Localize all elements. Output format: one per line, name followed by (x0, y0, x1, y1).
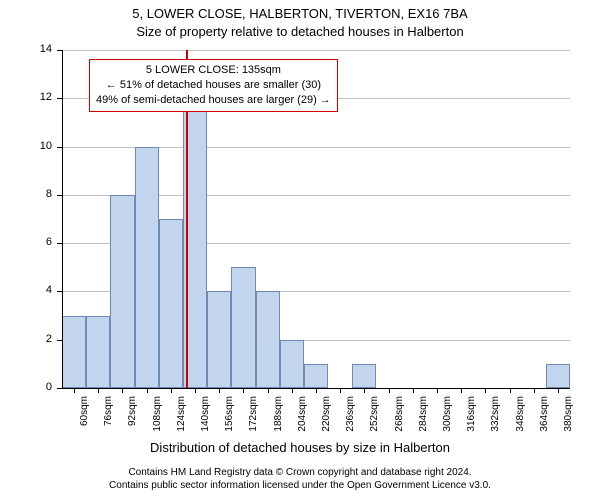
x-tick-label: 316sqm (466, 396, 477, 446)
histogram-bar (304, 364, 328, 388)
histogram-bar (352, 364, 376, 388)
x-tick-label: 300sqm (442, 396, 453, 446)
y-tick-label: 2 (32, 333, 52, 345)
x-tick-label: 156sqm (224, 396, 235, 446)
annotation-box: 5 LOWER CLOSE: 135sqm← 51% of detached h… (89, 59, 338, 112)
y-tick-label: 4 (32, 284, 52, 296)
histogram-bar (62, 316, 86, 388)
x-tick-label: 236sqm (345, 396, 356, 446)
attribution-line1: Contains HM Land Registry data © Crown c… (0, 466, 600, 479)
x-tick-label: 204sqm (297, 396, 308, 446)
x-tick-label: 188sqm (273, 396, 284, 446)
x-tick-label: 220sqm (321, 396, 332, 446)
y-tick-label: 10 (32, 140, 52, 152)
attribution: Contains HM Land Registry data © Crown c… (0, 466, 600, 492)
x-tick-label: 92sqm (127, 396, 138, 446)
x-tick-label: 172sqm (248, 396, 259, 446)
x-tick-label: 364sqm (539, 396, 550, 446)
x-tick-label: 252sqm (369, 396, 380, 446)
y-axis-line (62, 50, 63, 388)
histogram-bar (280, 340, 304, 388)
y-tick-label: 8 (32, 188, 52, 200)
x-tick-label: 124sqm (176, 396, 187, 446)
y-tick-label: 12 (32, 91, 52, 103)
gridline (62, 50, 570, 51)
histogram-bar (256, 291, 280, 388)
chart-subtitle: Size of property relative to detached ho… (0, 24, 600, 39)
histogram-bar (86, 316, 110, 388)
annotation-line1: 5 LOWER CLOSE: 135sqm (96, 63, 331, 78)
histogram-bar (135, 147, 159, 388)
histogram-bar (110, 195, 134, 388)
x-tick-label: 60sqm (79, 396, 90, 446)
annotation-line2: ← 51% of detached houses are smaller (30… (96, 78, 331, 93)
y-tick-label: 6 (32, 236, 52, 248)
y-tick-label: 14 (32, 43, 52, 55)
histogram-bar (546, 364, 570, 388)
histogram-bar (231, 267, 255, 388)
x-tick-label: 284sqm (418, 396, 429, 446)
attribution-line2: Contains public sector information licen… (0, 479, 600, 492)
y-tick-label: 0 (32, 381, 52, 393)
x-tick-label: 140sqm (200, 396, 211, 446)
x-tick-label: 380sqm (563, 396, 574, 446)
histogram-bar (207, 291, 231, 388)
x-tick-label: 268sqm (394, 396, 405, 446)
x-tick-label: 76sqm (103, 396, 114, 446)
x-axis-line (62, 388, 570, 389)
annotation-line3: 49% of semi-detached houses are larger (… (96, 93, 331, 108)
x-tick-label: 108sqm (152, 396, 163, 446)
chart-title: 5, LOWER CLOSE, HALBERTON, TIVERTON, EX1… (0, 6, 600, 21)
histogram-bar (159, 219, 183, 388)
x-tick-label: 348sqm (515, 396, 526, 446)
x-tick-label: 332sqm (490, 396, 501, 446)
